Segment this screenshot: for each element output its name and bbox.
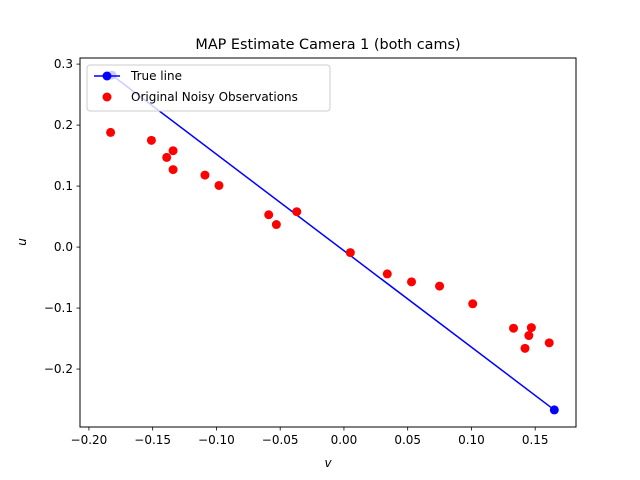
x-tick-label: 0.10 xyxy=(458,433,485,447)
x-tick-label: −0.10 xyxy=(198,433,235,447)
series-line-true-line xyxy=(111,74,555,411)
observation-point xyxy=(524,331,534,341)
y-tick-label: 0.2 xyxy=(54,118,73,132)
y-tick-label: −0.2 xyxy=(44,362,73,376)
observation-point xyxy=(435,281,445,291)
observation-point xyxy=(106,127,116,137)
observation-point xyxy=(214,180,224,190)
legend-box xyxy=(86,64,331,112)
observation-point xyxy=(168,165,178,175)
x-tick-label: 0.15 xyxy=(522,433,549,447)
observation-point xyxy=(292,207,302,217)
true-line-endpoint xyxy=(549,405,559,415)
legend-marker-observations xyxy=(102,92,112,102)
observation-point xyxy=(520,343,530,353)
observation-point xyxy=(544,338,554,348)
y-tick-label: −0.1 xyxy=(44,301,73,315)
observation-point xyxy=(162,152,172,162)
axes-frame xyxy=(79,57,577,428)
x-tick-label: −0.15 xyxy=(134,433,171,447)
observation-point xyxy=(382,269,392,279)
legend-label-observations: Original Noisy Observations xyxy=(131,90,298,104)
observation-point xyxy=(468,299,478,309)
observation-point xyxy=(526,323,536,333)
observation-point xyxy=(146,135,156,145)
x-tick-label: −0.05 xyxy=(262,433,299,447)
x-tick-label: −0.20 xyxy=(71,433,108,447)
legend: True line Original Noisy Observations xyxy=(86,64,331,112)
y-tick-label: 0.0 xyxy=(54,240,73,254)
x-tick-label: 0.05 xyxy=(394,433,421,447)
observation-point xyxy=(271,220,281,230)
y-tick-label: 0.3 xyxy=(54,57,73,71)
legend-marker-true-line xyxy=(102,71,112,81)
x-tick-label: 0.00 xyxy=(331,433,358,447)
legend-label-true-line: True line xyxy=(130,69,182,83)
observation-point xyxy=(345,248,355,258)
y-axis-label: u xyxy=(15,238,29,246)
x-axis-label: v xyxy=(324,456,332,470)
observation-point xyxy=(200,170,210,180)
observation-point xyxy=(168,146,178,156)
chart-title: MAP Estimate Camera 1 (both cams) xyxy=(195,37,460,53)
x-axis: −0.20 −0.15 −0.10 −0.05 0.00 0.05 0.10 0.15 xyxy=(71,427,549,447)
observation-point xyxy=(509,323,519,333)
y-axis: −0.2 −0.1 0.0 0.1 0.2 0.3 xyxy=(44,57,80,376)
observation-point xyxy=(407,277,417,287)
y-tick-label: 0.1 xyxy=(54,179,73,193)
observation-point xyxy=(264,210,274,220)
